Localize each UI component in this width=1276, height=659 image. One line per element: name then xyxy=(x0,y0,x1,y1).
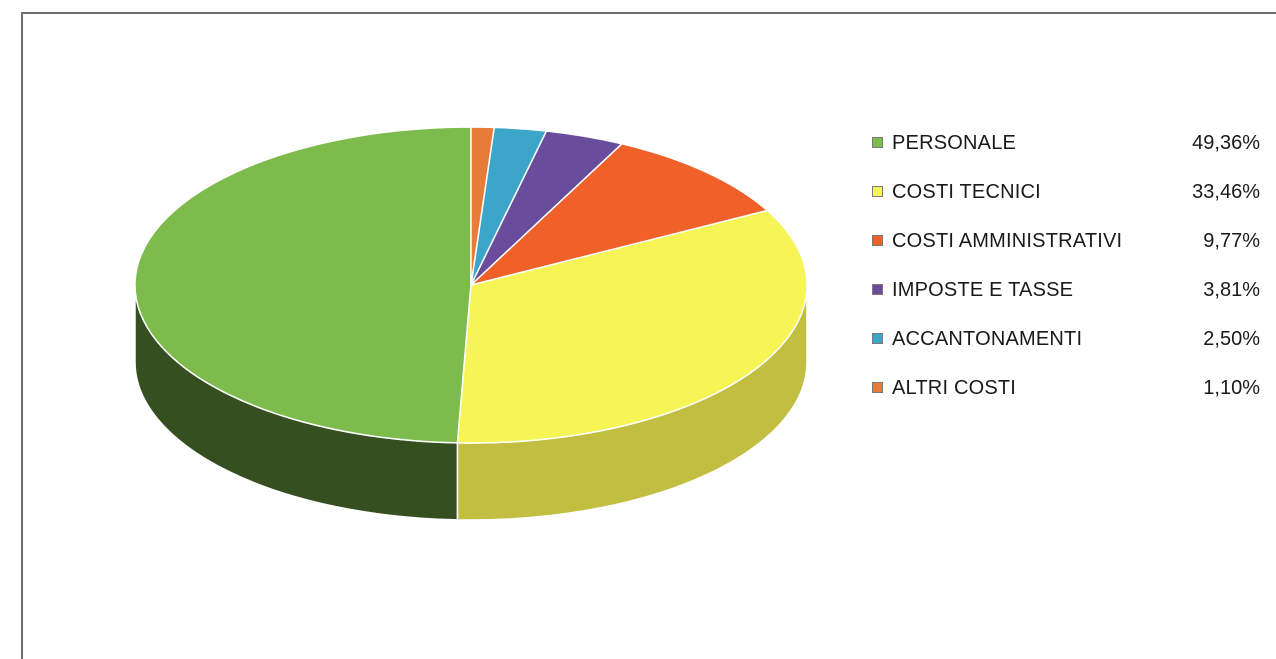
chart-frame xyxy=(21,12,1276,659)
legend-value-imposte-e-tasse: 3,81% xyxy=(1203,279,1260,301)
legend-item-personale: PERSONALE 49,36% xyxy=(868,128,1260,177)
legend-label-accantonamenti: ACCANTONAMENTI xyxy=(892,328,1083,350)
legend-label-altri-costi: ALTRI COSTI xyxy=(892,377,1017,399)
legend-item-costi-tecnici: COSTI TECNICI 33,46% xyxy=(868,177,1260,226)
pie-slice-costi-amministrativi xyxy=(470,143,769,286)
legend-swatch-costi-amministrativi xyxy=(872,235,883,246)
legend-swatch-personale xyxy=(872,137,883,148)
legend-label-costi-amministrativi: COSTI AMMINISTRATIVI xyxy=(892,230,1123,252)
legend-item-costi-amministrativi: COSTI AMMINISTRATIVI 9,77% xyxy=(868,226,1260,275)
legend-swatch-altri-costi xyxy=(872,382,883,393)
pie-top xyxy=(134,126,808,444)
legend-item-altri-costi: ALTRI COSTI 1,10% xyxy=(868,373,1260,422)
legend: PERSONALE 49,36% COSTI TECNICI 33,46% CO… xyxy=(868,128,1260,422)
pie-slice-personale xyxy=(134,126,472,444)
pie-slice-costi-tecnici xyxy=(456,209,808,444)
legend-value-personale: 49,36% xyxy=(1192,132,1260,154)
legend-label-costi-tecnici: COSTI TECNICI xyxy=(892,181,1041,203)
legend-item-accantonamenti: ACCANTONAMENTI 2,50% xyxy=(868,324,1260,373)
legend-swatch-accantonamenti xyxy=(872,333,883,344)
legend-value-altri-costi: 1,10% xyxy=(1203,377,1260,399)
legend-value-costi-tecnici: 33,46% xyxy=(1192,181,1260,203)
legend-item-imposte-e-tasse: IMPOSTE E TASSE 3,81% xyxy=(868,275,1260,324)
legend-value-accantonamenti: 2,50% xyxy=(1203,328,1260,350)
legend-swatch-costi-tecnici xyxy=(872,186,883,197)
legend-value-costi-amministrativi: 9,77% xyxy=(1203,230,1260,252)
legend-label-personale: PERSONALE xyxy=(892,132,1017,154)
legend-label-imposte-e-tasse: IMPOSTE E TASSE xyxy=(892,279,1074,301)
pie-slice-altri-costi xyxy=(470,126,495,286)
legend-swatch-imposte-e-tasse xyxy=(872,284,883,295)
